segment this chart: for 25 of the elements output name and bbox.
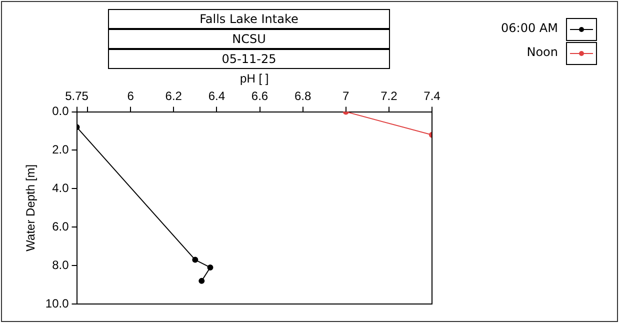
y-tick-label: 10.0 [45,296,70,310]
x-tick-label: 6.8 [294,88,312,103]
y-tick-label: 2.0 [52,142,70,157]
point [192,256,198,263]
y-tick-label: 4.0 [52,180,70,195]
x-tick-label: 5.75 [65,88,89,103]
text: 05-11-25 [108,49,390,69]
point [198,278,205,284]
x-tick-label: 7.4 [424,88,441,103]
point [207,264,214,270]
y-tick-label: 0.0 [52,104,70,118]
y-tick-label: 8.0 [52,258,70,272]
x-tick-label: 6.2 [165,88,182,103]
x-axis-title: pH [ ] [240,72,269,86]
y-tick-label: 6.0 [52,219,70,234]
x-tick-label: 6 [127,88,134,103]
y-axis-title: Water Depth [m] [24,164,38,252]
x-tick-label: 7.2 [380,88,398,103]
x-tick-label: 6.4 [208,88,226,103]
legend-label: 06:00 AM [501,21,558,36]
x-tick-label: 7 [342,88,350,103]
legend-label: Noon [526,45,558,60]
chart-subtitle: NCSU [108,29,390,49]
x-tick-label: 6.6 [251,88,268,103]
chart-title: Falls Lake Intake [108,9,390,29]
